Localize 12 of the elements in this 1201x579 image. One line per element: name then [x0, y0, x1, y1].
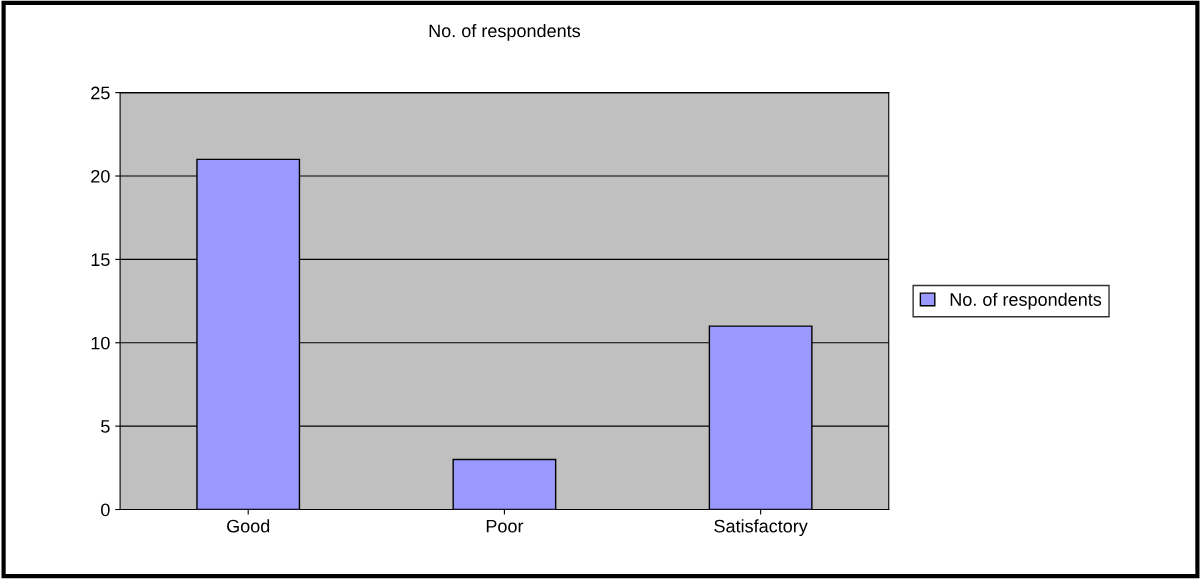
legend-label: No. of respondents [950, 292, 1102, 310]
x-tick-label: Poor [486, 519, 524, 533]
y-tick-label: 15 [91, 253, 110, 267]
y-tick-label: 10 [91, 336, 110, 350]
y-tick-label: 0 [101, 503, 110, 517]
x-tick-label: Satisfactory [714, 519, 808, 537]
y-tick-label: 25 [91, 86, 110, 100]
y-tick-label: 5 [101, 420, 110, 433]
bar [452, 458, 557, 510]
x-tick-label: Good [227, 519, 270, 533]
chart-title: No. of respondents [429, 24, 581, 41]
y-tick-label: 20 [91, 169, 110, 183]
